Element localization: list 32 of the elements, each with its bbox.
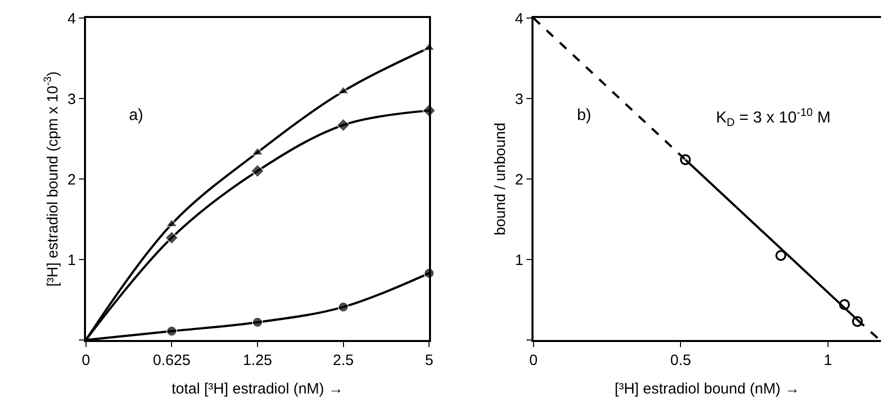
point (775, 250, 786, 261)
x-tick-label: 1 (824, 352, 832, 369)
point (164, 230, 179, 245)
y-tick-label: 4 (68, 10, 76, 28)
y-tick-label: 3 (515, 90, 524, 108)
x-axis-title: total [³H] estradiol (nM) → (172, 380, 344, 398)
point (338, 302, 349, 312)
point (839, 299, 850, 310)
annotation: b) (577, 107, 592, 124)
y-axis-title: bound / unbound (492, 122, 509, 236)
point (250, 164, 264, 178)
y-tick-label: 4 (515, 10, 524, 28)
point (680, 154, 691, 166)
y-tick-label: 2 (515, 171, 524, 188)
x-axis-title: [³H] estradiol bound (nM) → (614, 380, 800, 398)
annotation: K$_{D}$ = 3 x 10$^{-10}$ M (716, 107, 831, 130)
x-tick-label: 0.5 (670, 352, 692, 369)
x-tick-label: 0 (82, 352, 90, 369)
point (166, 326, 178, 337)
y-tick-label: 2 (68, 171, 76, 188)
point (336, 118, 350, 132)
x-tick-label: 0.625 (152, 352, 190, 369)
annotation: a) (129, 107, 144, 124)
y-tick-label: 3 (68, 90, 76, 108)
x-tick-label: 5 (424, 352, 434, 369)
y-tick-label: 1 (68, 252, 76, 269)
y-tick-label: 1 (515, 252, 524, 269)
x-tick-label: 1.25 (242, 352, 272, 369)
point (252, 316, 263, 328)
x-tick-label: 0 (529, 352, 538, 369)
x-tick-label: 2.5 (332, 352, 354, 369)
point (852, 316, 863, 327)
